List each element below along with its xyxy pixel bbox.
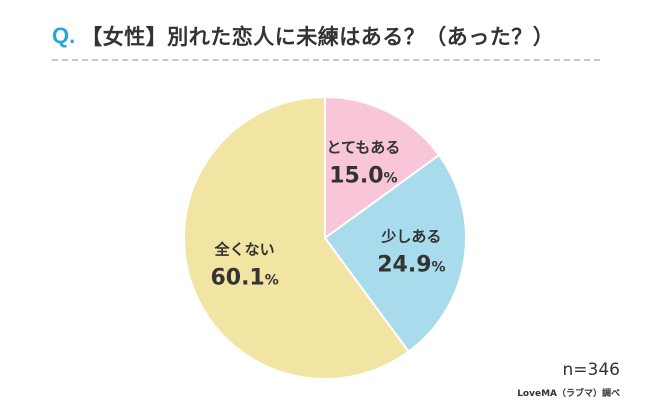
pie-slice-1 [324, 95, 441, 240]
source-credit: LoveMA（ラブマ）調べ [517, 389, 620, 399]
slice-label-3: 全くない [214, 240, 275, 258]
slice-value-2: 24.9% [377, 252, 445, 277]
pie-slice-2 [323, 153, 467, 353]
title-divider [52, 59, 600, 61]
sample-size: n=346 [562, 360, 620, 380]
slice-label-2: 少しある [380, 227, 441, 245]
pie-slice-3 [183, 95, 410, 380]
slice-label-1: とてもある [327, 139, 401, 157]
question-marker: Q. [52, 23, 76, 48]
chart-title: Q. 【女性】別れた恋人に未練はある？（あった？） [52, 18, 554, 54]
slice-value-1: 15.0% [329, 164, 397, 189]
question-text: 【女性】別れた恋人に未練はある？（あった？） [81, 25, 555, 49]
slice-value-3: 60.1% [210, 265, 278, 290]
